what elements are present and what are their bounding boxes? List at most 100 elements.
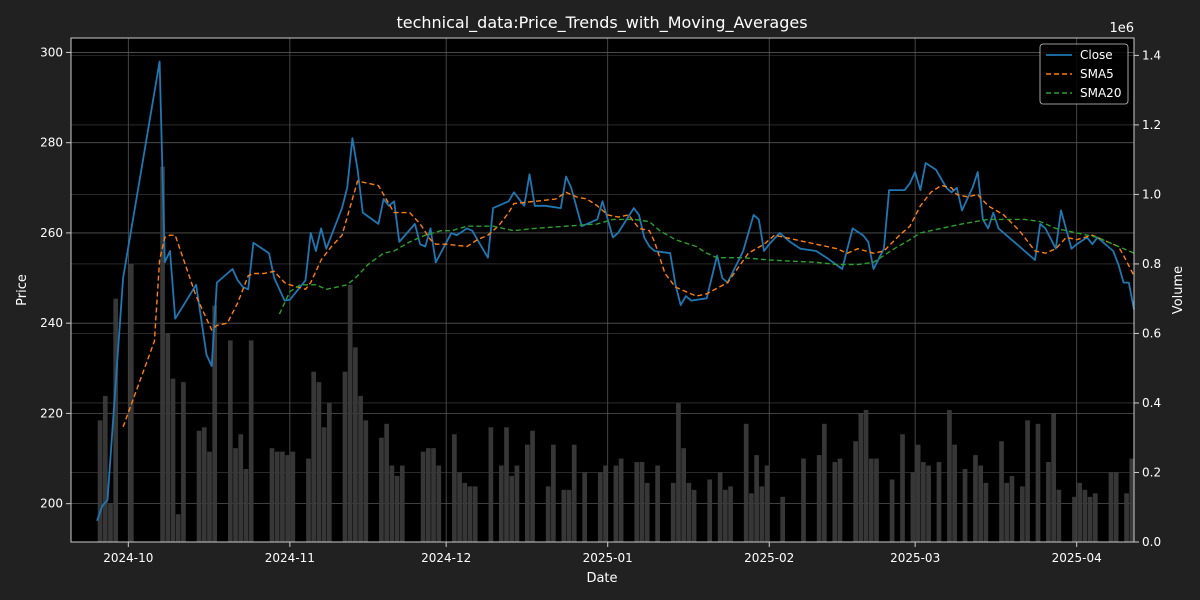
volume-bar bbox=[1046, 462, 1051, 542]
volume-bar bbox=[921, 462, 926, 542]
volume-bar bbox=[394, 475, 400, 542]
y-tick-label: 220 bbox=[40, 406, 63, 420]
y2-tick-label: 1.0 bbox=[1142, 187, 1161, 201]
volume-bar bbox=[947, 409, 952, 542]
volume-bar bbox=[175, 514, 181, 542]
volume-bar bbox=[900, 434, 905, 542]
y2-tick-label: 1.4 bbox=[1142, 48, 1161, 62]
volume-bar bbox=[227, 340, 233, 542]
volume-bar bbox=[102, 396, 108, 542]
volume-bar bbox=[384, 423, 389, 542]
volume-bar bbox=[280, 451, 285, 542]
volume-bar bbox=[728, 486, 733, 542]
y2-tick-label: 0.6 bbox=[1142, 326, 1161, 340]
volume-bar bbox=[759, 486, 765, 542]
volume-bar bbox=[926, 465, 931, 542]
volume-bar bbox=[603, 465, 608, 542]
volume-bar bbox=[363, 420, 369, 542]
volume-bar bbox=[399, 465, 405, 542]
volume-bar bbox=[853, 441, 858, 542]
volume-bar bbox=[379, 437, 384, 542]
y-tick-label: 240 bbox=[40, 316, 63, 330]
price-lines bbox=[96, 60, 1135, 522]
volume-bar bbox=[1072, 496, 1077, 542]
volume-bar bbox=[160, 166, 165, 542]
volume-bar bbox=[1113, 472, 1119, 542]
volume-bar bbox=[707, 479, 713, 542]
volume-bar bbox=[618, 458, 624, 542]
volume-bar bbox=[97, 420, 103, 542]
volume-bar bbox=[342, 371, 348, 542]
volume-bar bbox=[837, 458, 843, 542]
x-axis-label: Date bbox=[586, 571, 617, 586]
volume-bar bbox=[113, 298, 119, 542]
volume-bar bbox=[321, 427, 327, 542]
volume-bar bbox=[561, 489, 567, 542]
volume-bar bbox=[634, 462, 640, 542]
volume-bar bbox=[999, 441, 1004, 542]
volume-bar bbox=[952, 444, 957, 542]
volume-bar bbox=[686, 482, 692, 542]
volume-bar bbox=[1051, 413, 1056, 542]
volume-bar bbox=[462, 482, 468, 542]
volume-bar bbox=[1087, 496, 1093, 542]
volume-bar bbox=[743, 423, 749, 542]
x-tick-label: 2025-04 bbox=[1052, 551, 1102, 565]
volume-bar bbox=[1004, 482, 1010, 542]
y2-tick-label: 1.2 bbox=[1142, 118, 1161, 132]
volume-bar bbox=[509, 475, 515, 542]
volume-bar bbox=[1020, 486, 1025, 542]
y-tick-label: 260 bbox=[40, 226, 63, 240]
x-axis-ticks: 2024-10 2024-11 2024-12 2025-01 2025-02 2025-… bbox=[103, 542, 1102, 565]
volume-bar bbox=[571, 444, 577, 542]
volume-bar bbox=[936, 462, 942, 542]
volume-bar bbox=[467, 486, 473, 542]
volume-bar bbox=[644, 482, 650, 542]
volume-bar bbox=[832, 462, 838, 542]
volume-bar bbox=[274, 451, 280, 542]
volume-bar bbox=[597, 472, 603, 542]
y2-axis-label: Volume bbox=[1171, 266, 1186, 314]
volume-bar bbox=[1129, 458, 1135, 542]
volume-bar bbox=[311, 371, 317, 542]
volume-bar bbox=[452, 434, 457, 542]
x-tick-label: 2024-10 bbox=[103, 551, 153, 565]
volume-bar bbox=[978, 465, 984, 542]
volume-bar bbox=[420, 451, 426, 542]
volume-bar bbox=[306, 458, 311, 542]
series-line-sma20 bbox=[278, 218, 1135, 315]
volume-bar bbox=[749, 493, 754, 542]
y-tick-label: 300 bbox=[40, 45, 63, 59]
volume-bar bbox=[582, 472, 588, 542]
volume-bar bbox=[723, 489, 728, 542]
volume-bar bbox=[431, 448, 436, 542]
volume-bar bbox=[676, 402, 681, 542]
chart-title: technical_data:Price_Trends_with_Moving_… bbox=[396, 13, 807, 33]
y-tick-label: 280 bbox=[40, 136, 63, 150]
volume-bar bbox=[1082, 489, 1088, 542]
volume-bar bbox=[816, 455, 822, 542]
volume-bar bbox=[1108, 472, 1114, 542]
volume-bar bbox=[347, 284, 353, 542]
plot-frame bbox=[70, 37, 1135, 543]
volume-bar bbox=[524, 444, 530, 542]
volume-bar bbox=[1035, 423, 1041, 542]
volume-bar bbox=[457, 472, 462, 542]
volume-bar bbox=[915, 444, 921, 542]
x-tick-label: 2025-02 bbox=[744, 551, 794, 565]
y2-axis-multiplier: 1e6 bbox=[1109, 21, 1134, 36]
legend-label-close: Close bbox=[1080, 48, 1113, 62]
volume-bar bbox=[973, 455, 978, 542]
volume-bar bbox=[243, 469, 249, 542]
volume-bar bbox=[868, 458, 874, 542]
volume-bar bbox=[196, 430, 202, 542]
volume-bar bbox=[655, 465, 660, 542]
volume-bar bbox=[889, 479, 895, 542]
volume-bar bbox=[389, 465, 395, 542]
volume-bar bbox=[233, 448, 238, 542]
legend-label-sma5: SMA5 bbox=[1080, 67, 1114, 81]
volume-bar bbox=[285, 455, 290, 542]
volume-bar bbox=[530, 430, 535, 542]
volume-bar bbox=[1025, 420, 1030, 542]
legend-label-sma20: SMA20 bbox=[1080, 86, 1121, 100]
